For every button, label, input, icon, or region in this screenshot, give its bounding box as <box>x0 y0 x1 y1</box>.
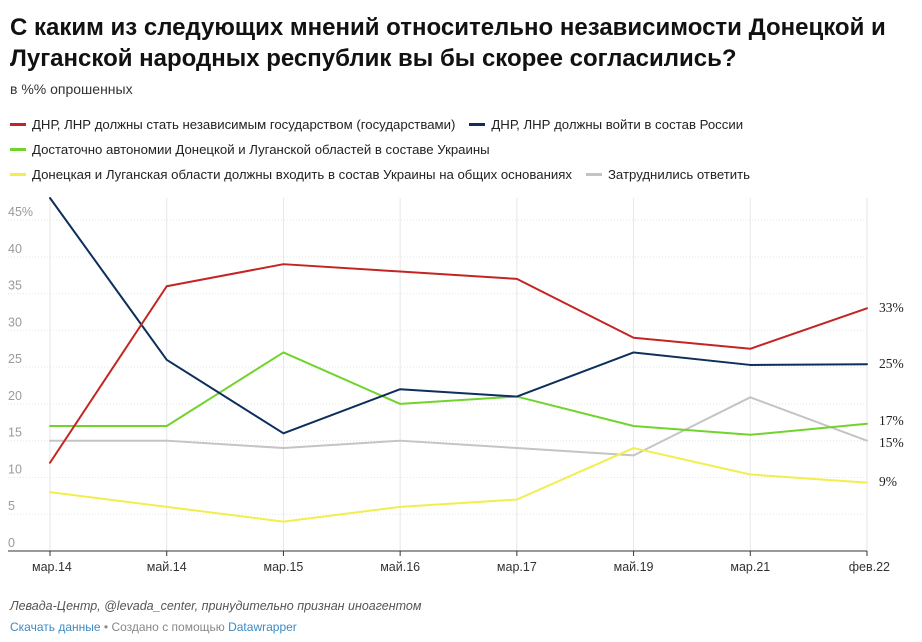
legend-row: Достаточно автономии Донецкой и Луганско… <box>10 137 910 162</box>
series-line <box>49 197 868 435</box>
series-end-label: 33% <box>879 300 904 315</box>
download-data-link[interactable]: Скачать данные <box>10 620 101 634</box>
y-tick-label: 45% <box>8 205 33 219</box>
legend-label-independent: ДНР, ЛНР должны стать независимым госуда… <box>32 117 456 132</box>
series-line <box>49 447 868 523</box>
footer-links: Скачать данные • Создано с помощью Dataw… <box>10 620 297 634</box>
legend-row: Донецкая и Луганская области должны вход… <box>10 162 910 187</box>
series-line <box>49 351 868 436</box>
x-tick-label: май.19 <box>614 560 654 574</box>
legend: ДНР, ЛНР должны стать независимым госуда… <box>10 112 910 187</box>
x-tick-label: мар.17 <box>497 560 537 574</box>
legend-swatch-undecided <box>585 173 602 176</box>
x-tick-label: мар.21 <box>730 560 770 574</box>
legend-row: ДНР, ЛНР должны стать независимым госуда… <box>10 112 910 137</box>
legend-swatch-russia <box>469 123 486 126</box>
x-tick-label: мар.15 <box>263 560 303 574</box>
y-tick-label: 25 <box>8 352 22 366</box>
legend-label-undecided: Затруднились ответить <box>607 167 751 182</box>
x-tick-label: фев.22 <box>849 560 890 574</box>
y-tick-label: 5 <box>8 499 15 513</box>
legend-item-ukraine: Донецкая и Луганская области должны вход… <box>10 167 572 182</box>
series-end-label: 25% <box>879 356 904 371</box>
legend-item-autonomy: Достаточно автономии Донецкой и Луганско… <box>10 142 490 157</box>
chart-subtitle: в %% опрошенных <box>10 81 133 97</box>
legend-swatch-ukraine <box>10 173 26 176</box>
y-tick-label: 10 <box>8 462 22 476</box>
y-tick-label: 35 <box>8 279 22 293</box>
series-line <box>49 396 868 457</box>
x-tick-label: май.16 <box>380 560 420 574</box>
legend-item-russia: ДНР, ЛНР должны войти в состав России <box>469 117 743 132</box>
footer-separator: • <box>100 620 112 634</box>
y-tick-label: 20 <box>8 389 22 403</box>
created-with-text: Создано с помощью <box>111 620 229 634</box>
legend-label-ukraine: Донецкая и Луганская области должны вход… <box>32 167 572 182</box>
legend-label-russia: ДНР, ЛНР должны войти в состав России <box>491 117 744 132</box>
y-tick-label: 40 <box>8 242 22 256</box>
legend-swatch-independent <box>10 123 26 126</box>
x-tick-label: май.14 <box>147 560 187 574</box>
legend-swatch-autonomy <box>10 148 26 151</box>
y-tick-label: 0 <box>8 536 15 550</box>
x-tick-label: мар.14 <box>32 560 72 574</box>
y-tick-label: 30 <box>8 315 22 329</box>
series-line <box>49 263 868 464</box>
source-note: Левада-Центр, @levada_center, принудител… <box>10 599 422 613</box>
chart-title: С каким из следующих мнений относительно… <box>10 14 886 72</box>
legend-item-undecided: Затруднились ответить <box>585 167 751 182</box>
line-chart: 45% 40 35 30 25 20 15 10 5 0 мар.14 май.14 мар.15 май… <box>8 197 904 574</box>
y-tick-label: 15 <box>8 426 22 440</box>
legend-label-autonomy: Достаточно автономии Донецкой и Луганско… <box>32 142 490 157</box>
legend-item-independent: ДНР, ЛНР должны стать независимым госуда… <box>10 117 455 132</box>
series-end-label: 15% <box>879 435 904 450</box>
series-end-label: 9% <box>879 474 897 489</box>
series-end-label: 17% <box>879 413 904 428</box>
datawrapper-link[interactable]: Datawrapper <box>228 620 297 634</box>
